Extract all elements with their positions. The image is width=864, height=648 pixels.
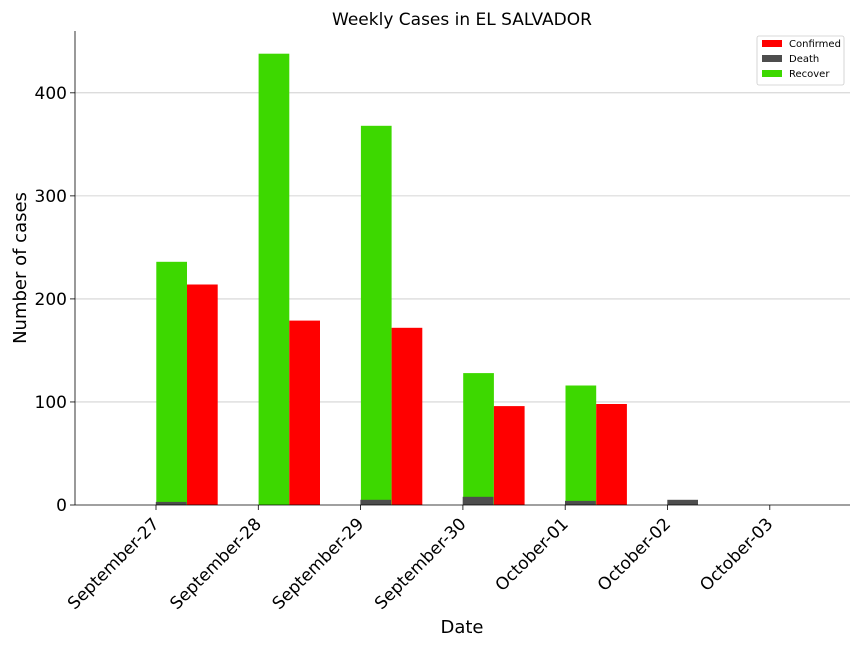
legend-swatch [762,40,782,47]
bar-recover [463,373,494,505]
x-tick-label: September-29 [269,514,368,613]
x-tick-label: October-02 [594,514,675,595]
chart-title: Weekly Cases in EL SALVADOR [332,10,592,30]
bar-death [155,501,187,505]
bar-confirmed [391,327,423,505]
y-tick-label: 300 [35,187,67,207]
bar-death [667,499,698,505]
bar-recover [156,261,187,505]
bar-death [360,499,392,505]
y-ticks: 0 100 200 300 400 [35,84,75,516]
bar-confirmed [289,320,320,505]
bar-recover [258,53,290,505]
bar-death [565,500,596,505]
x-axis-label: Date [440,617,483,638]
legend-label: Recover [789,69,830,80]
y-axis-label: Number of cases [10,192,31,344]
y-tick-label: 400 [35,84,67,104]
legend: Confirmed Death Recover [756,35,845,86]
bar-death [462,496,494,505]
x-tick-label: September-28 [166,514,265,613]
legend-label: Death [789,54,819,65]
x-tick-label: October-03 [696,514,777,595]
x-tick-label: September-27 [64,514,163,613]
x-tick-label: September-30 [371,514,470,613]
bar-confirmed [493,406,525,505]
y-tick-label: 0 [56,496,67,516]
legend-swatch [762,70,782,77]
x-tick-label: October-01 [492,514,573,595]
bar-confirmed [187,284,218,505]
x-ticks: September-27 September-28 September-29 Sept… [64,505,777,614]
bar-recover [360,125,392,506]
legend-label: Confirmed [789,39,841,50]
bar-recover [565,385,597,505]
bar-confirmed [596,404,627,505]
y-tick-label: 100 [35,393,67,413]
bars [155,53,698,506]
y-tick-label: 200 [35,290,67,310]
legend-swatch [762,55,782,62]
